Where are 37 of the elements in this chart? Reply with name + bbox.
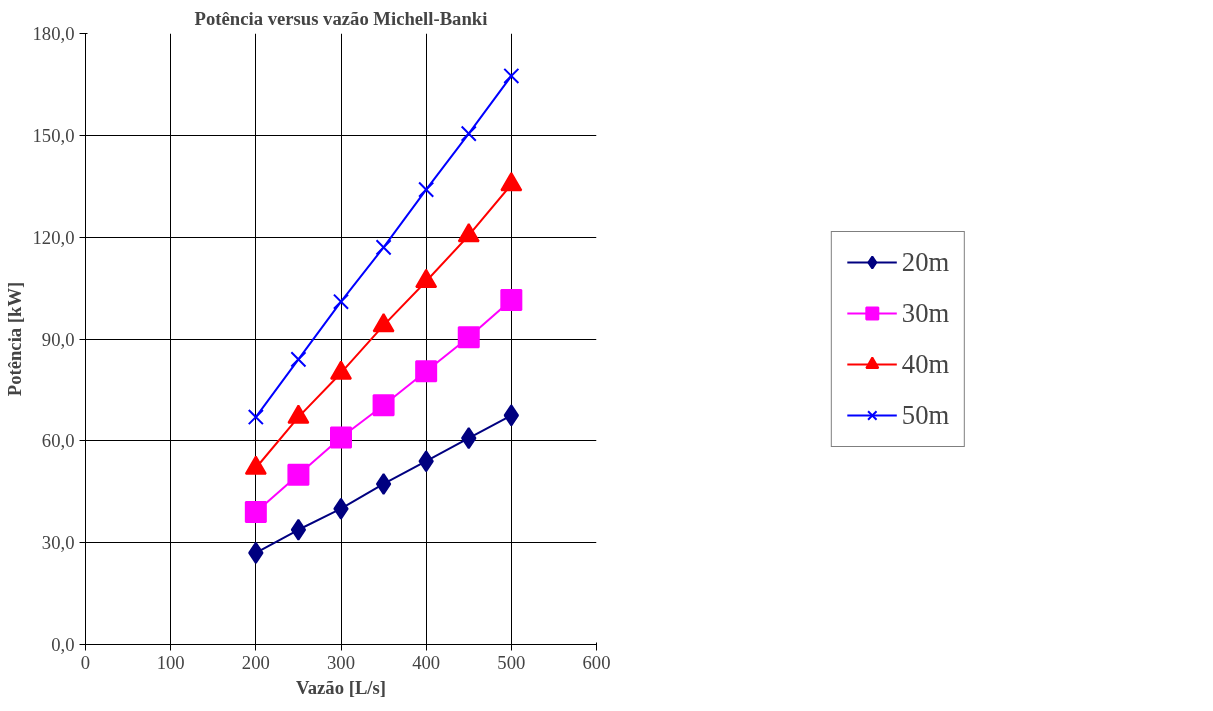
point [457, 326, 480, 349]
point [415, 360, 438, 383]
point [287, 463, 310, 486]
point [418, 181, 435, 198]
point [247, 409, 264, 426]
x-tick-label: 600 [582, 651, 611, 673]
x-tick-label: 100 [156, 651, 185, 673]
legend-label: 20m [901, 246, 950, 278]
legend-label: 50m [901, 399, 950, 431]
y-tick-label: 90,0 [41, 328, 75, 350]
y-tick-label: 150,0 [32, 124, 75, 146]
point [290, 351, 307, 368]
y-tick-label: 60,0 [41, 430, 75, 452]
x-tick-label: 0 [80, 651, 91, 673]
x-tick-label: 400 [412, 651, 441, 673]
legend-label: 40m [901, 348, 950, 380]
y-tick-label: 180,0 [32, 23, 75, 44]
point [332, 293, 350, 310]
x-axis-title: Vazão [L/s] [296, 676, 387, 698]
point [244, 501, 267, 524]
x-tick-label: 500 [497, 651, 526, 673]
x-tick-label: 300 [327, 651, 355, 673]
x-tick-label: 200 [241, 651, 270, 673]
point [330, 426, 352, 449]
point [375, 239, 392, 256]
y-axis-title: Potência [kW] [3, 281, 25, 397]
point [460, 125, 477, 142]
legend-label: 30m [901, 297, 950, 329]
point [372, 394, 395, 417]
chart-title: Potência versus vazão Michell-Banki [194, 7, 488, 29]
y-tick-label: 120,0 [32, 226, 75, 248]
point [500, 288, 523, 311]
point [290, 518, 307, 541]
point [503, 67, 520, 84]
y-tick-label: 30,0 [41, 532, 75, 554]
point [375, 472, 392, 495]
y-tick-label: 0,0 [51, 634, 75, 655]
